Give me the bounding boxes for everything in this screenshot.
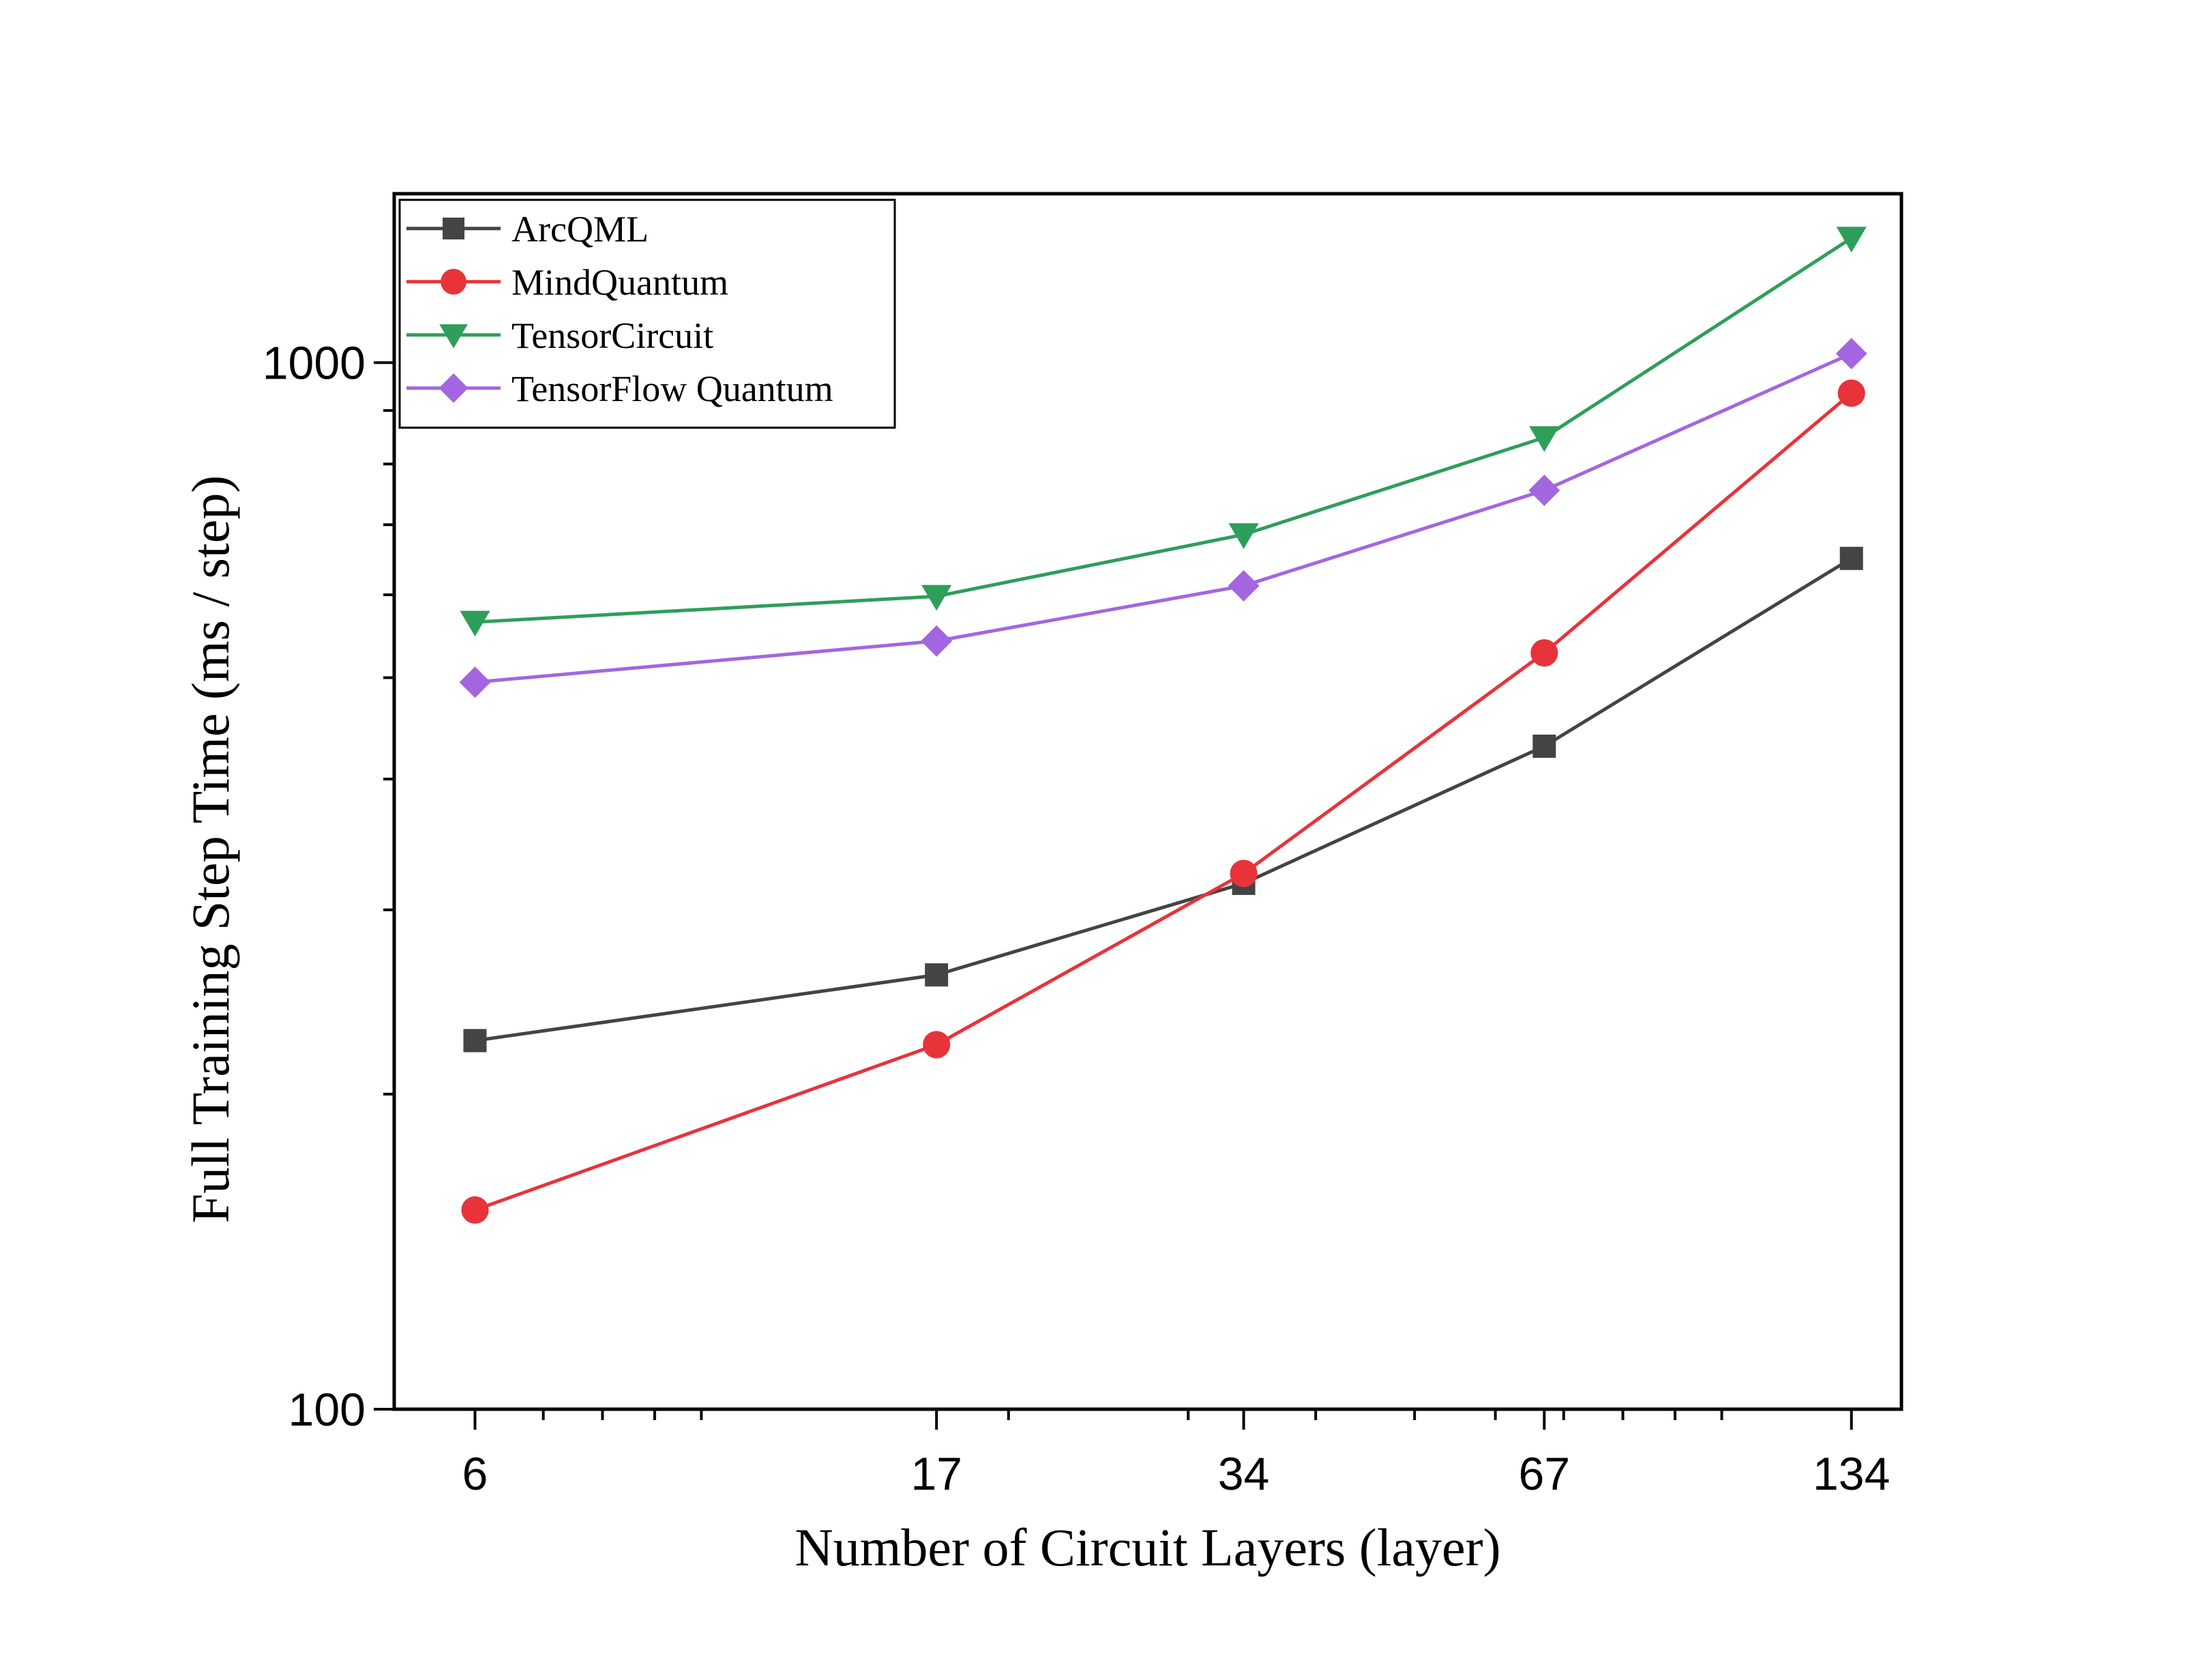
y-axis-title: Full Training Step Time (ms / step) bbox=[181, 475, 240, 1224]
x-tick-label: 6 bbox=[462, 1448, 488, 1500]
series-line bbox=[474, 392, 1853, 1212]
x-tick-label: 17 bbox=[910, 1448, 962, 1500]
x-tick-label: 134 bbox=[1813, 1448, 1890, 1500]
legend-label: ArcQML bbox=[512, 209, 649, 250]
data-point bbox=[1836, 226, 1867, 253]
y-tick-label: 1000 bbox=[263, 338, 366, 389]
legend-item: TensorFlow Quantum bbox=[406, 368, 833, 409]
legend-marker bbox=[439, 373, 469, 403]
data-point bbox=[1532, 735, 1556, 758]
series-line bbox=[475, 557, 1853, 1043]
data-point bbox=[1230, 859, 1258, 887]
data-point bbox=[461, 1196, 489, 1224]
data-point bbox=[1839, 546, 1863, 570]
data-point bbox=[1530, 639, 1558, 667]
series-tensorflow-quantum bbox=[459, 338, 1867, 698]
data-point bbox=[1528, 474, 1560, 506]
y-tick-label: 100 bbox=[288, 1384, 366, 1436]
series-tensorcircuit bbox=[460, 226, 1867, 637]
x-tick-label: 34 bbox=[1218, 1448, 1270, 1500]
data-point bbox=[459, 666, 491, 698]
legend-item: MindQuantum bbox=[406, 262, 728, 303]
x-axis-title: Number of Circuit Layers (layer) bbox=[795, 1518, 1500, 1577]
data-point bbox=[921, 625, 953, 657]
legend-label: MindQuantum bbox=[512, 262, 728, 303]
series-arcqml bbox=[463, 546, 1863, 1052]
data-point bbox=[921, 585, 952, 611]
legend-item: TensorCircuit bbox=[406, 315, 713, 356]
data-point bbox=[923, 1031, 951, 1059]
data-point bbox=[460, 610, 490, 637]
legend-item: ArcQML bbox=[406, 209, 649, 250]
legend-marker bbox=[439, 324, 468, 349]
data-point bbox=[1837, 379, 1865, 407]
data-point bbox=[1228, 570, 1260, 602]
data-point bbox=[463, 1029, 487, 1052]
x-tick-label: 67 bbox=[1519, 1448, 1571, 1500]
data-point bbox=[1228, 523, 1259, 549]
data-point bbox=[1835, 338, 1867, 370]
legend-marker bbox=[441, 269, 466, 295]
data-point bbox=[1529, 426, 1560, 452]
legend-label: TensorFlow Quantum bbox=[512, 368, 833, 409]
legend-marker bbox=[443, 218, 464, 239]
series-mindquantum bbox=[461, 379, 1865, 1224]
legend-label: TensorCircuit bbox=[512, 315, 713, 356]
plot-frame bbox=[392, 192, 1903, 1411]
data-point bbox=[925, 963, 949, 987]
